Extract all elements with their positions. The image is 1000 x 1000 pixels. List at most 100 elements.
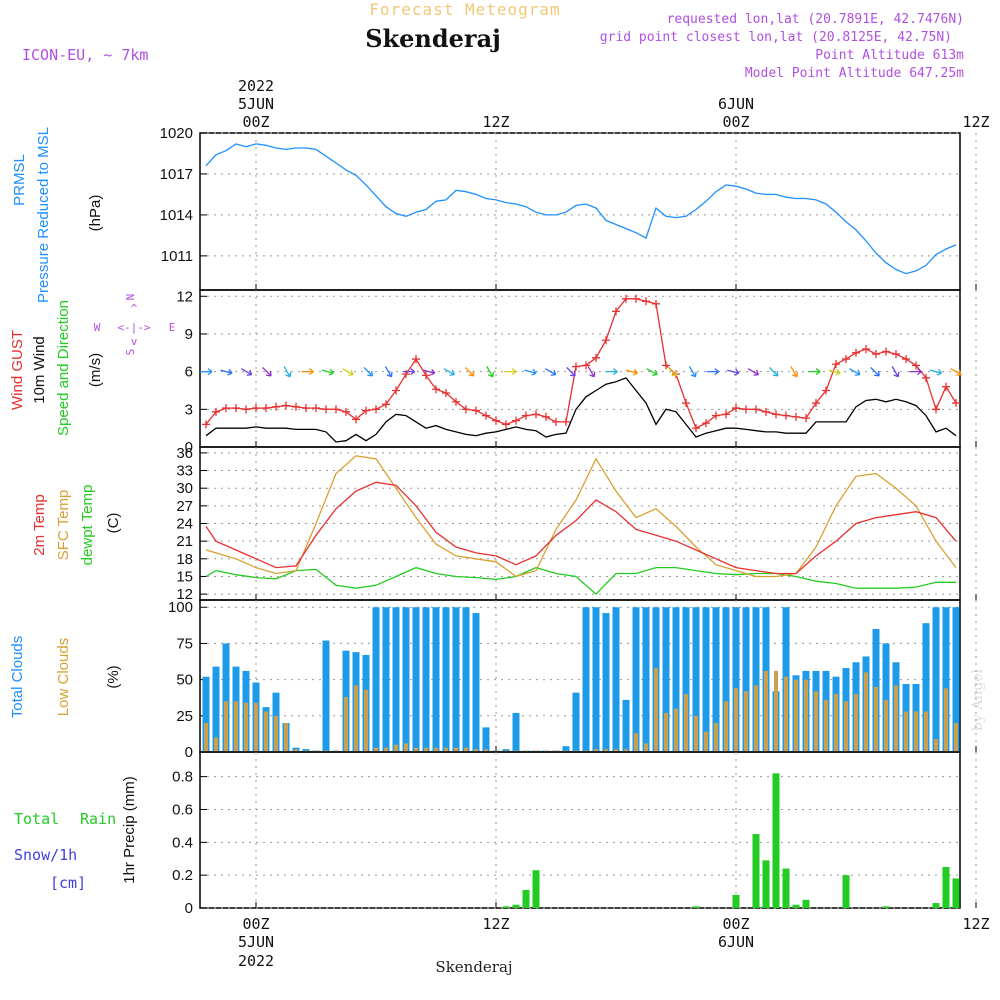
gust-marker bbox=[832, 360, 840, 369]
total-cloud-bar bbox=[372, 607, 380, 752]
precip-bar bbox=[532, 870, 540, 908]
compass-north: N bbox=[124, 294, 137, 301]
arrow-shape bbox=[929, 368, 943, 376]
arrow-shape bbox=[504, 368, 517, 376]
precip-bar bbox=[942, 866, 950, 908]
gust-marker bbox=[272, 402, 280, 411]
y-tick-label: 6 bbox=[185, 364, 193, 381]
gust-marker bbox=[752, 405, 760, 414]
prmsl-sublabel: Pressure Reduced to MSL bbox=[35, 127, 52, 303]
wind-direction-arrow bbox=[423, 368, 436, 376]
gust-marker bbox=[232, 404, 240, 413]
total-cloud-bar bbox=[212, 666, 220, 752]
arrow-shape bbox=[688, 366, 697, 378]
snow-label: Snow/1h bbox=[14, 846, 77, 864]
gust-marker bbox=[812, 399, 820, 408]
compass-east: E bbox=[169, 321, 176, 334]
y-tick-label: 0.8 bbox=[172, 769, 193, 786]
gust-marker bbox=[392, 386, 400, 395]
gust-marker bbox=[912, 361, 920, 370]
low-cloud-bar bbox=[614, 749, 618, 752]
pressure-unit: (hPa) bbox=[87, 195, 104, 232]
low-cloud-bar bbox=[724, 701, 728, 752]
wind-direction-arrow bbox=[768, 366, 779, 377]
precip-bar bbox=[842, 875, 850, 908]
top-date-label: 5JUN bbox=[238, 95, 274, 113]
arrow-shape bbox=[524, 368, 537, 376]
low-cloud-bar bbox=[824, 699, 828, 752]
low-cloud-bar bbox=[794, 679, 798, 752]
gust-marker bbox=[422, 371, 430, 380]
low-cloud-bar bbox=[694, 715, 698, 752]
total-cloud-bar bbox=[462, 607, 470, 752]
gust-marker bbox=[592, 353, 600, 362]
arrow-shape bbox=[443, 368, 456, 376]
total-cloud-bar bbox=[642, 607, 650, 752]
gust-marker bbox=[892, 350, 900, 359]
low-cloud-bar bbox=[454, 747, 458, 752]
y-tick-label: 12 bbox=[176, 288, 193, 305]
arrow-shape bbox=[950, 368, 962, 376]
low-cloud-bar bbox=[444, 747, 448, 752]
y-tick-label: 24 bbox=[176, 516, 193, 533]
gust-marker bbox=[322, 405, 330, 414]
low-cloud-bar bbox=[654, 668, 658, 752]
y-tick-label: 0 bbox=[185, 900, 193, 917]
wind-direction-arrow bbox=[727, 368, 740, 376]
low-cloud-bar bbox=[344, 696, 348, 752]
low-cloud-bar bbox=[774, 670, 778, 752]
gust-marker bbox=[312, 404, 320, 413]
gust-marker bbox=[372, 405, 380, 414]
watermark: by Angel bbox=[970, 668, 986, 731]
wind-direction-arrow bbox=[706, 368, 720, 376]
arrow-shape bbox=[891, 366, 900, 378]
gust-marker bbox=[532, 410, 540, 419]
gust-marker bbox=[712, 411, 720, 420]
panel-frame bbox=[199, 132, 961, 291]
total-cloud-bar bbox=[682, 607, 690, 752]
wind-direction-arrow bbox=[891, 366, 900, 378]
gust-marker bbox=[522, 411, 530, 420]
gust-marker bbox=[472, 406, 480, 415]
y-tick-label: 9 bbox=[185, 326, 193, 343]
wind-direction-arrow bbox=[486, 366, 495, 378]
y-tick-label: 36 bbox=[176, 445, 193, 462]
y-tick-label: 0.2 bbox=[172, 867, 193, 884]
low-cloud-bar bbox=[954, 723, 958, 752]
gust-marker bbox=[682, 399, 690, 408]
bottom-time-label: 12Z bbox=[482, 915, 509, 933]
gust-marker bbox=[742, 405, 750, 414]
total-cloud-bar bbox=[412, 607, 420, 752]
gust-marker bbox=[482, 411, 490, 420]
wind-direction-arrow bbox=[646, 368, 658, 376]
location-title: Skenderaj bbox=[365, 24, 501, 53]
prmsl-label: PRMSL bbox=[11, 154, 28, 206]
footer-location: Skenderaj bbox=[435, 958, 512, 976]
total-cloud-bar bbox=[392, 607, 400, 752]
arrow-shape bbox=[768, 366, 779, 377]
gust-marker bbox=[852, 348, 860, 357]
gust-marker bbox=[582, 361, 590, 370]
total-cloud-bar bbox=[422, 607, 430, 752]
y-tick-label: 50 bbox=[176, 672, 193, 689]
wind-direction-arrow bbox=[200, 368, 213, 376]
y-tick-label: 0 bbox=[185, 744, 193, 761]
precip-unit: 1hr Precip (mm) bbox=[121, 776, 138, 884]
total-cloud-bar bbox=[752, 607, 760, 752]
gust-marker bbox=[462, 405, 470, 414]
gust-marker bbox=[552, 417, 560, 426]
total-cloud-bar bbox=[382, 607, 390, 752]
bottom-date-label: 5JUN bbox=[238, 933, 274, 951]
y-tick-label: 75 bbox=[176, 635, 193, 652]
wind-direction-arrow bbox=[605, 368, 618, 376]
gust-marker bbox=[292, 402, 300, 411]
y-tick-label: 1014 bbox=[160, 207, 193, 224]
gust-marker bbox=[502, 420, 510, 429]
top-year-label: 2022 bbox=[238, 77, 274, 95]
low-cloud-bar bbox=[884, 699, 888, 752]
arrow-shape bbox=[909, 368, 922, 376]
gust-marker bbox=[612, 307, 620, 316]
y-tick-label: 3 bbox=[185, 401, 193, 418]
